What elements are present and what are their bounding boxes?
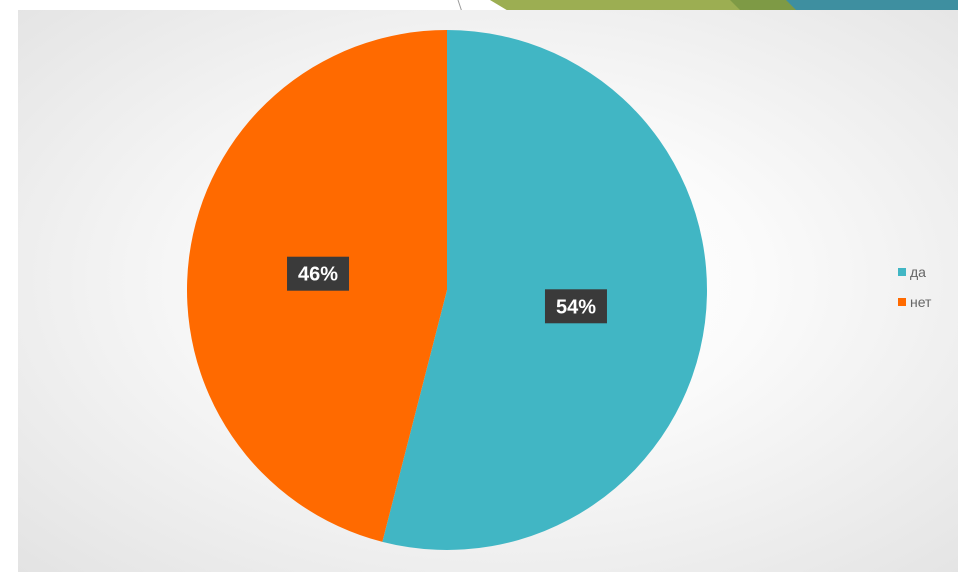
legend-label-da: да xyxy=(910,264,926,280)
legend-item-da: да xyxy=(898,260,958,284)
data-label-box-net xyxy=(287,256,350,291)
pie-slice-da xyxy=(382,30,708,551)
top-decoration-bar xyxy=(457,0,958,12)
pie-data-labels: 54% 46% xyxy=(287,256,607,324)
data-label-da: 54% xyxy=(544,289,607,324)
data-label-net: 46% xyxy=(287,256,350,291)
pie-slices xyxy=(187,30,708,551)
data-label-text-net: 46% xyxy=(298,264,338,286)
legend-swatch-net xyxy=(898,298,906,306)
chart-legend: да нет xyxy=(898,260,958,320)
legend-label-net: нет xyxy=(910,294,932,310)
data-label-text-da: 54% xyxy=(556,296,596,318)
legend-swatch-da xyxy=(898,268,906,276)
legend-item-net: нет xyxy=(898,290,958,314)
top-band-teal xyxy=(786,0,958,12)
data-label-box-da xyxy=(544,289,607,324)
